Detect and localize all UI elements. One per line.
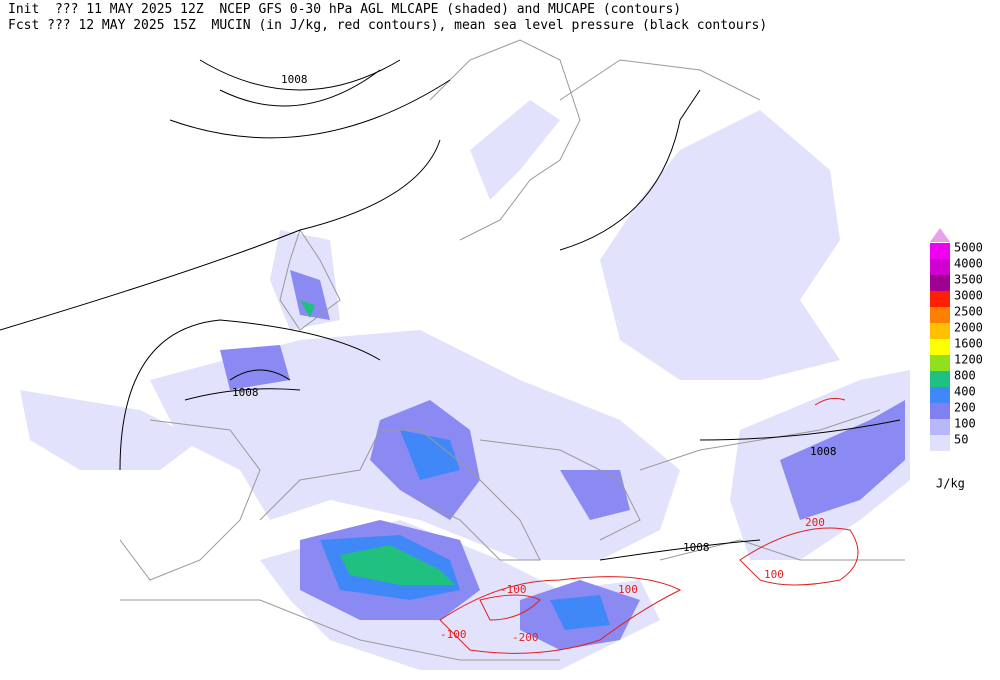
legend-label: 200: [954, 401, 976, 415]
legend-swatch: [930, 307, 950, 323]
mucin-label: -100: [500, 583, 527, 596]
legend-swatch: [930, 275, 950, 291]
mucin-contour: [439, 397, 859, 654]
header-line: Init ??? 11 MAY 2025 12Z NCEP GFS 0-30 h…: [8, 2, 682, 17]
legend-swatch: [930, 355, 950, 371]
legend-label: 2000: [954, 321, 983, 335]
legend-swatch: [930, 371, 950, 387]
legend-label: 3500: [954, 273, 983, 287]
legend-swatch: [930, 291, 950, 307]
legend-label: 800: [954, 369, 976, 383]
legend-label: 2500: [954, 305, 983, 319]
contour-labels: 1008 1008 1008 1008 -100 100 -100 -200 200 100: [232, 73, 837, 644]
coastline: [119, 39, 905, 661]
mucin-label: -100: [440, 628, 467, 641]
isobar: [0, 59, 901, 561]
legend-swatch: [930, 419, 950, 435]
mucin-label: -200: [512, 631, 539, 644]
legend-unit: J/kg: [936, 477, 965, 491]
legend-arrow: [930, 228, 950, 242]
legend-label: 100: [954, 417, 976, 431]
legend-swatch: [930, 243, 950, 259]
legend-swatch: [930, 339, 950, 355]
isobar-label: 1008: [810, 445, 837, 458]
isobar-label: 1008: [281, 73, 308, 86]
legend-label: 4000: [954, 257, 983, 271]
legend: 5000 4000 3500 3000 2500 2000 1600 1200 800 400 20…: [930, 228, 983, 491]
isobar-label: 1008: [683, 541, 710, 554]
cape-shading: [300, 300, 455, 585]
mucin-label: 100: [764, 568, 784, 581]
legend-swatch: [930, 323, 950, 339]
legend-label: 3000: [954, 289, 983, 303]
legend-label: 50: [954, 433, 968, 447]
legend-label: 1200: [954, 353, 983, 367]
mucin-label: 200: [805, 516, 825, 529]
mucin-label: 100: [618, 583, 638, 596]
legend-swatch: [930, 387, 950, 403]
legend-swatch: [930, 259, 950, 275]
header-line: Fcst ??? 12 MAY 2025 15Z MUCIN (in J/kg,…: [8, 18, 768, 33]
legend-swatch: [930, 403, 950, 419]
legend-label: 1600: [954, 337, 983, 351]
legend-label: 5000: [954, 241, 983, 255]
legend-label: 400: [954, 385, 976, 399]
isobar-label: 1008: [232, 386, 259, 399]
legend-swatch: [930, 435, 950, 451]
